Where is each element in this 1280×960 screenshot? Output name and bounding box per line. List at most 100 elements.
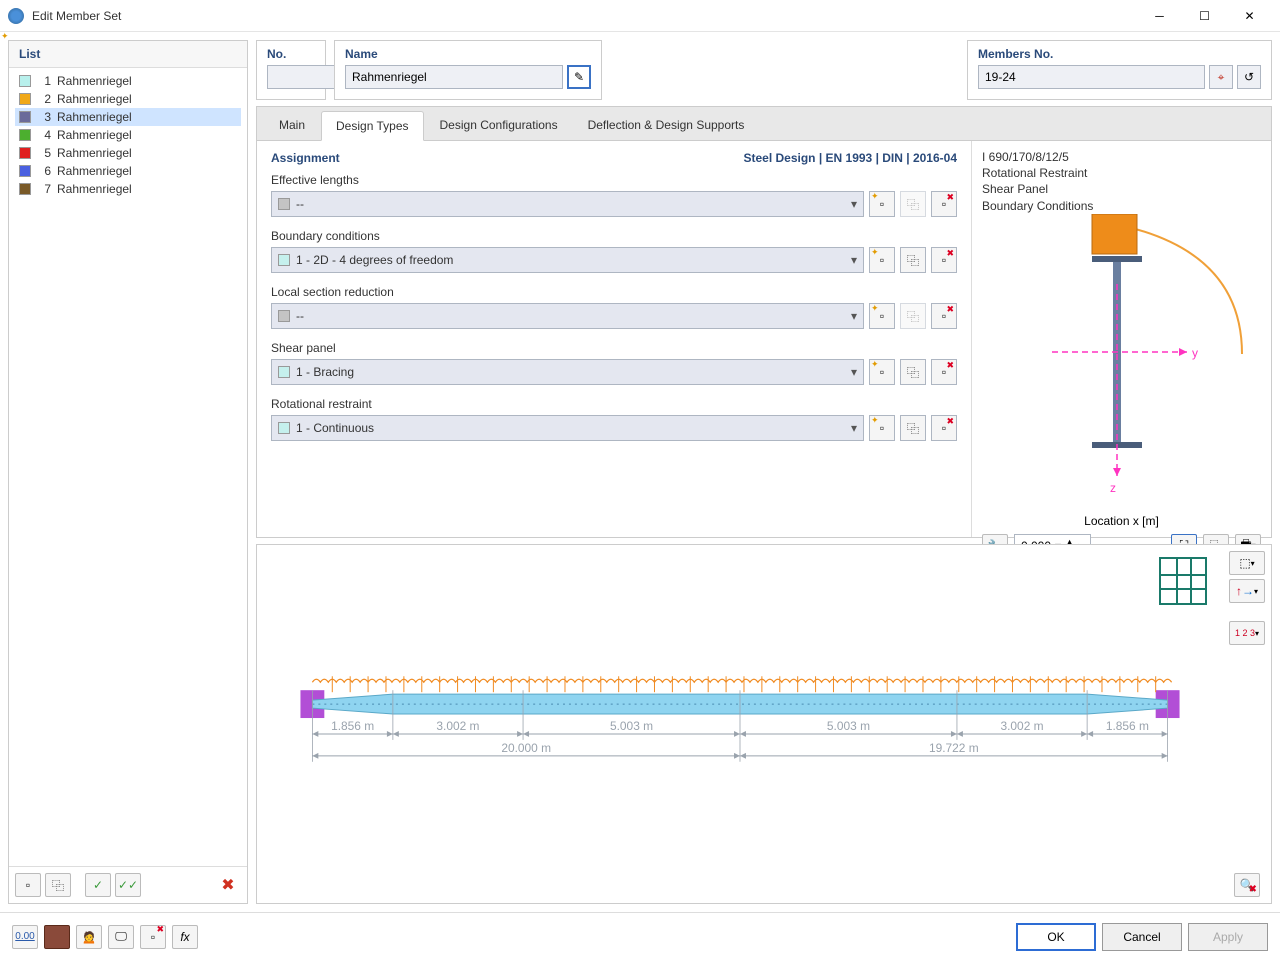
header-fields: No. Name ✎ Members No. ⌖ ↺ (256, 40, 1272, 100)
list-item-number: 4 (37, 128, 51, 142)
list-item-label: Rahmenriegel (57, 74, 132, 88)
list-item-label: Rahmenriegel (57, 182, 132, 196)
list-item[interactable]: 7 Rahmenriegel (15, 180, 241, 198)
group-dropdown[interactable]: -- ▾ (271, 191, 864, 217)
list-item-label: Rahmenriegel (57, 110, 132, 124)
ok-button[interactable]: OK (1016, 923, 1096, 951)
maximize-button[interactable]: ☐ (1182, 1, 1227, 31)
tab-design-types[interactable]: Design Types (321, 111, 424, 141)
name-input[interactable] (345, 65, 563, 89)
group-label: Boundary conditions (271, 229, 957, 243)
group-dropdown[interactable]: 1 - Bracing ▾ (271, 359, 864, 385)
delete-def-button[interactable]: ✖▫ (931, 415, 957, 441)
dropdown-swatch (278, 366, 290, 378)
list-item-label: Rahmenriegel (57, 92, 132, 106)
list-item-number: 3 (37, 110, 51, 124)
excel-button[interactable]: ▫✖ (140, 925, 166, 949)
delete-def-button[interactable]: ✖▫ (931, 191, 957, 217)
list-item[interactable]: 2 Rahmenriegel (15, 90, 241, 108)
color-swatch (19, 93, 31, 105)
svg-text:3.002 m: 3.002 m (1000, 719, 1043, 733)
no-field-box: No. (256, 40, 326, 100)
support-icon-button[interactable]: 🙍 (76, 925, 102, 949)
tab-main[interactable]: Main (265, 111, 319, 140)
dropdown-value: 1 - Continuous (296, 421, 851, 435)
list-item-number: 2 (37, 92, 51, 106)
list-item[interactable]: 5 Rahmenriegel (15, 144, 241, 162)
delete-item-button[interactable]: ✖ (215, 873, 241, 897)
close-button[interactable]: ✕ (1227, 1, 1272, 31)
list-item[interactable]: 6 Rahmenriegel (15, 162, 241, 180)
dropdown-value: -- (296, 309, 851, 323)
new-item-button[interactable]: ▫ (15, 873, 41, 897)
cancel-button[interactable]: Cancel (1102, 923, 1182, 951)
group-label: Rotational restraint (271, 397, 957, 411)
tab-design-configurations[interactable]: Design Configurations (426, 111, 572, 140)
new-def-button[interactable]: ▫ (869, 303, 895, 329)
window-title: Edit Member Set (32, 9, 1137, 23)
list-item-label: Rahmenriegel (57, 146, 132, 160)
list-item[interactable]: 4 Rahmenriegel (15, 126, 241, 144)
svg-text:5.003 m: 5.003 m (827, 719, 870, 733)
view-iso-button[interactable]: ⬚ ▾ (1229, 551, 1265, 575)
delete-def-button[interactable]: ✖▫ (931, 359, 957, 385)
group-dropdown[interactable]: 1 - Continuous ▾ (271, 415, 864, 441)
color-button[interactable] (44, 925, 70, 949)
list-header: List (9, 41, 247, 68)
edit-def-button: ⿻ (900, 191, 926, 217)
list-item[interactable]: 1 Rahmenriegel (15, 72, 241, 90)
delete-def-button[interactable]: ✖▫ (931, 247, 957, 273)
content-row: Assignment Steel Design | EN 1993 | DIN … (257, 141, 1271, 537)
assignment-groups: Effective lengths -- ▾ ▫ ⿻ ✖▫ Boundary c… (271, 173, 957, 441)
apply-button: Apply (1188, 923, 1268, 951)
assignment-group: Rotational restraint 1 - Continuous ▾ ▫ … (271, 397, 957, 441)
assignment-header: Assignment Steel Design | EN 1993 | DIN … (271, 151, 957, 165)
list-panel: List 1 Rahmenriegel 2 Rahmenriegel 3 Rah… (8, 40, 248, 904)
list-item[interactable]: 3 Rahmenriegel (15, 108, 241, 126)
axes-button[interactable]: ↑→ ▾ (1229, 579, 1265, 603)
footer: 0.00 🙍 🖵 ▫✖ fx OK Cancel Apply (0, 912, 1280, 960)
group-dropdown[interactable]: -- ▾ (271, 303, 864, 329)
color-swatch (19, 111, 31, 123)
list-body: 1 Rahmenriegel 2 Rahmenriegel 3 Rahmenri… (9, 68, 247, 866)
new-def-button[interactable]: ▫ (869, 359, 895, 385)
dropdown-value: 1 - Bracing (296, 365, 851, 379)
name-field-box: Name ✎ (334, 40, 602, 100)
copy-item-button[interactable]: ⿻ (45, 873, 71, 897)
pick-members-button[interactable]: ⌖ (1209, 65, 1233, 89)
new-def-button[interactable]: ▫ (869, 247, 895, 273)
view-orientation-icon[interactable] (1159, 557, 1207, 605)
minimize-button[interactable]: ─ (1137, 1, 1182, 31)
edit-def-button[interactable]: ⿻ (900, 415, 926, 441)
units-button[interactable]: 0.00 (12, 925, 38, 949)
svg-text:y: y (1192, 346, 1198, 360)
right-area: No. Name ✎ Members No. ⌖ ↺ (256, 40, 1272, 904)
check-button[interactable]: ✓ (85, 873, 111, 897)
tab-deflection-design-supports[interactable]: Deflection & Design Supports (574, 111, 759, 140)
revert-members-button[interactable]: ↺ (1237, 65, 1261, 89)
dropdown-swatch (278, 198, 290, 210)
beam-toolbar: ⬚ ▾ ↑→ ▾ 1 2 3 ▾ 🔍✖ (1223, 545, 1271, 903)
members-input[interactable] (978, 65, 1205, 89)
beam-canvas[interactable]: 1.856 m3.002 m5.003 m5.003 m3.002 m1.856… (257, 545, 1223, 903)
name-edit-button[interactable]: ✎ (567, 65, 591, 89)
assignment-column: Assignment Steel Design | EN 1993 | DIN … (257, 141, 971, 537)
new-def-button[interactable]: ▫ (869, 415, 895, 441)
list-item-number: 5 (37, 146, 51, 160)
numbering-button[interactable]: 1 2 3 ▾ (1229, 621, 1265, 645)
edit-def-button[interactable]: ⿻ (900, 247, 926, 273)
edit-def-button[interactable]: ⿻ (900, 359, 926, 385)
color-swatch (19, 165, 31, 177)
new-def-button[interactable]: ▫ (869, 191, 895, 217)
group-label: Shear panel (271, 341, 957, 355)
group-dropdown[interactable]: 1 - 2D - 4 degrees of freedom ▾ (271, 247, 864, 273)
info-line: I 690/170/8/12/5 (982, 149, 1261, 165)
beam-preview-panel: 1.856 m3.002 m5.003 m5.003 m3.002 m1.856… (256, 544, 1272, 904)
check2-button[interactable]: ✓✓ (115, 873, 141, 897)
assignment-group: Local section reduction -- ▾ ▫ ⿻ ✖▫ (271, 285, 957, 329)
svg-text:3.002 m: 3.002 m (436, 719, 479, 733)
design-standard: Steel Design | EN 1993 | DIN | 2016-04 (743, 151, 957, 165)
find-button[interactable]: 🔍✖ (1234, 873, 1260, 897)
view-button[interactable]: 🖵 (108, 925, 134, 949)
delete-def-button[interactable]: ✖▫ (931, 303, 957, 329)
